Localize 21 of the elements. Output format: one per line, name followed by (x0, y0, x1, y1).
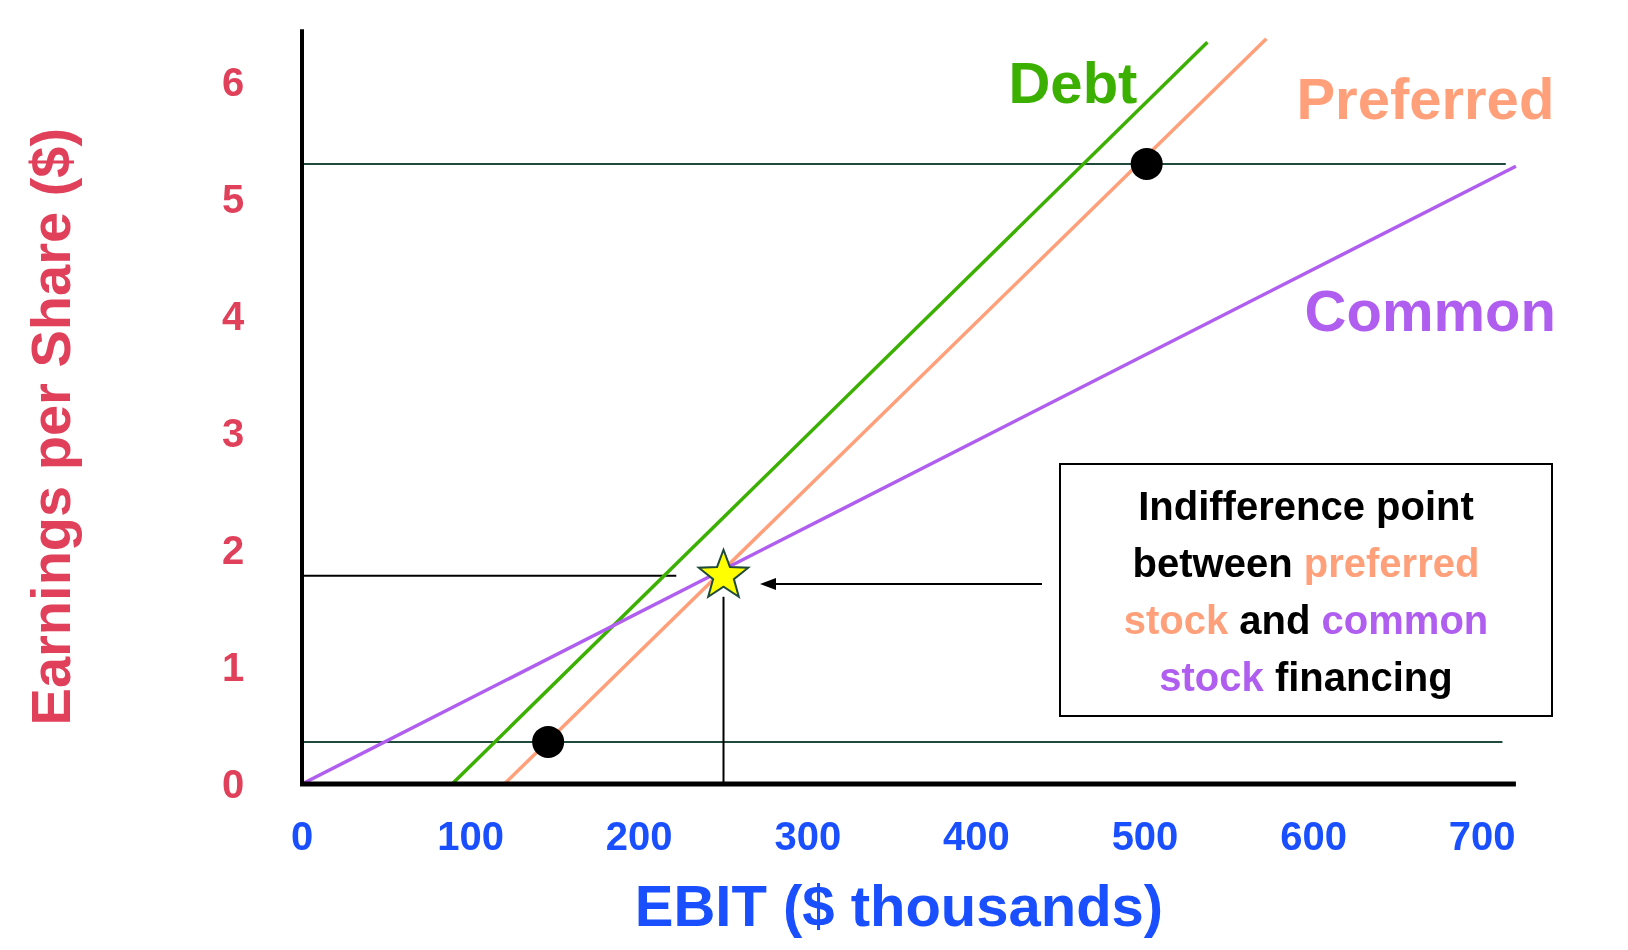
y-tick-label: 2 (221, 528, 245, 572)
y-tick-label: 1 (221, 645, 245, 689)
x-tick-label: 0 (290, 814, 314, 858)
y-axis-title: Earnings per Share ($) (19, 127, 82, 726)
x-tick-label: 600 (1280, 814, 1347, 858)
x-tick-label: 100 (437, 814, 504, 858)
x-tick-label: 700 (1448, 814, 1516, 858)
series-label: Debt (1008, 50, 1138, 116)
y-tick-label: 5 (221, 177, 245, 221)
x-axis-title: EBIT ($ thousands) (634, 873, 1164, 938)
y-tick-label: 3 (221, 411, 245, 455)
y-tick-label: 4 (221, 294, 245, 338)
x-tick-label: 400 (943, 814, 1010, 858)
x-tick-label: 300 (774, 814, 842, 858)
series-label: Common (1304, 278, 1556, 344)
y-tick-label: 6 (221, 60, 245, 104)
text: Indifference point between preferred stock and common stock financing (1123, 484, 1489, 699)
y-tick-label: 0 (221, 762, 245, 806)
x-tick-label: 500 (1111, 814, 1179, 858)
series-label: Preferred (1296, 65, 1555, 131)
x-tick-label: 200 (605, 814, 673, 858)
